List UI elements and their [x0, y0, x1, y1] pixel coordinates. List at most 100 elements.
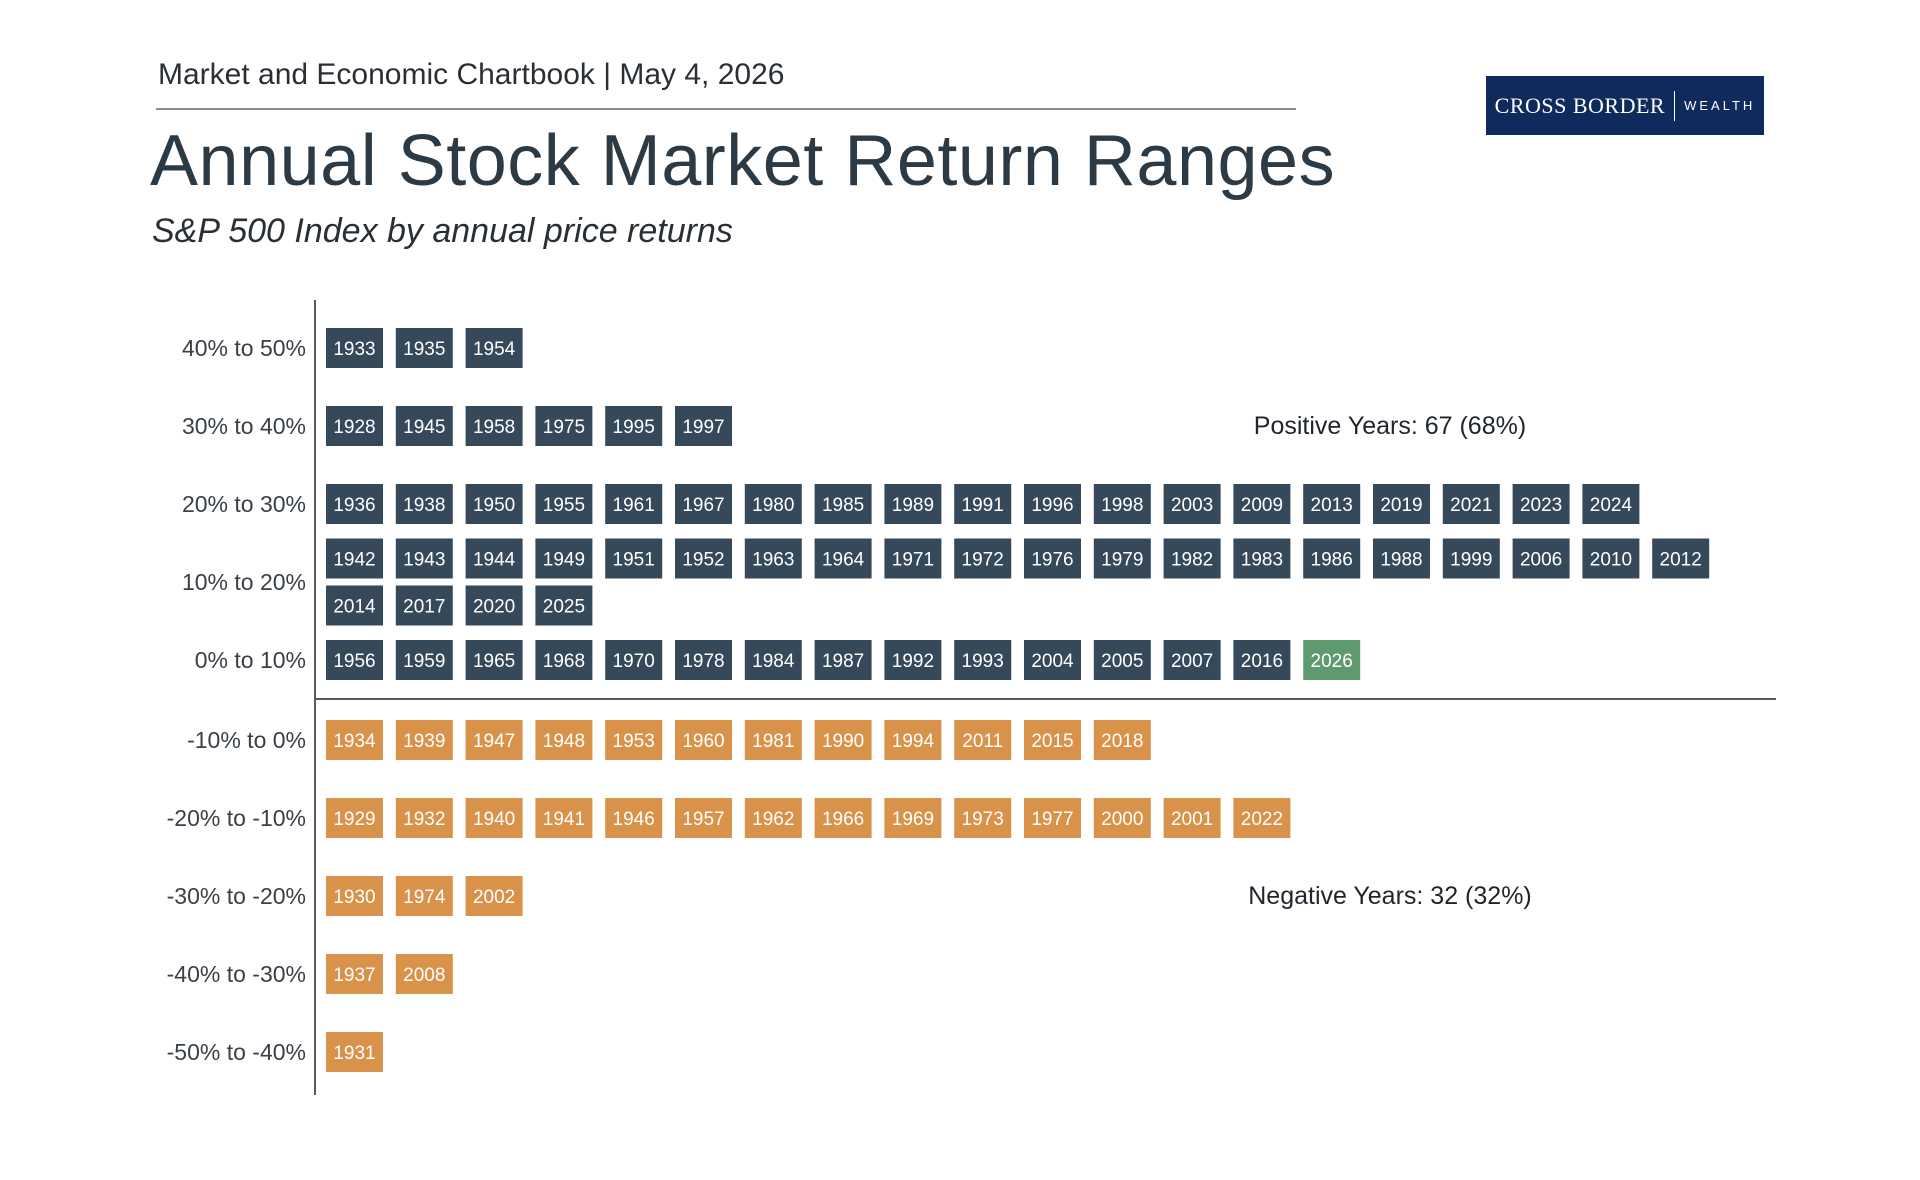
- year-label: 1938: [403, 495, 445, 516]
- year-tile: 1953: [605, 720, 663, 760]
- year-label: 1932: [403, 809, 445, 830]
- year-label: 1963: [752, 550, 794, 571]
- year-tile: 1996: [1024, 484, 1081, 524]
- header-divider: [156, 108, 1296, 110]
- year-tile-box: [326, 876, 383, 916]
- year-label: 1973: [962, 809, 1004, 830]
- year-label: 1978: [682, 651, 724, 672]
- year-label: 1979: [1101, 550, 1143, 571]
- year-label: 1951: [613, 550, 655, 571]
- year-tile: 1974: [395, 876, 453, 916]
- year-tile-box: [465, 585, 523, 626]
- year-tile-box: [395, 538, 453, 579]
- year-label: 1965: [473, 651, 515, 672]
- range-label: 10% to 20%: [182, 569, 306, 595]
- year-tile-box: [1093, 798, 1151, 838]
- year-tile-box: [605, 538, 663, 579]
- year-label: 1969: [892, 809, 934, 830]
- year-tile-box: [605, 720, 663, 760]
- year-tile: 2003: [1163, 484, 1221, 524]
- year-label: 2020: [473, 597, 515, 618]
- year-label: 1931: [333, 1043, 375, 1064]
- year-tile: 2004: [1024, 640, 1081, 680]
- year-label: 2009: [1241, 495, 1283, 516]
- year-label: 1994: [892, 731, 935, 752]
- year-label: 1946: [613, 809, 655, 830]
- year-tile: 1972: [954, 538, 1012, 579]
- year-tile: 1948: [535, 720, 593, 760]
- year-tile: 2012: [1652, 538, 1710, 579]
- year-label: 1941: [543, 809, 585, 830]
- year-label: 1944: [473, 550, 516, 571]
- year-tile: 2015: [1024, 720, 1081, 760]
- chartbook-header: Market and Economic Chartbook | May 4, 2…: [158, 58, 785, 91]
- year-label: 1966: [822, 809, 864, 830]
- year-tile-box: [1163, 640, 1221, 680]
- year-tile: 1991: [954, 484, 1012, 524]
- year-tile-box: [1163, 484, 1221, 524]
- year-tile: 1954: [465, 328, 523, 368]
- year-tile-box: [535, 720, 593, 760]
- year-tile: 2023: [1512, 484, 1570, 524]
- year-tile-box: [605, 640, 663, 680]
- year-label: 2016: [1241, 651, 1283, 672]
- year-tile: 1978: [675, 640, 732, 680]
- year-tile: 1949: [535, 538, 593, 579]
- year-tile: 1934: [326, 720, 383, 760]
- page-subtitle: S&P 500 Index by annual price returns: [152, 212, 733, 250]
- year-tile-box: [395, 640, 453, 680]
- year-tile: 2011: [954, 720, 1012, 760]
- year-tile: 2000: [1093, 798, 1151, 838]
- year-tile-box: [395, 720, 453, 760]
- year-tile-box: [326, 406, 383, 446]
- year-tile: 2008: [395, 954, 453, 994]
- year-label: 1945: [403, 417, 445, 438]
- year-tile-box: [814, 798, 872, 838]
- year-tile-box: [884, 484, 942, 524]
- year-label: 1952: [682, 550, 724, 571]
- year-label: 1947: [473, 731, 515, 752]
- range-label: -20% to -10%: [167, 805, 306, 831]
- year-tile-box: [1233, 484, 1291, 524]
- year-tile-box: [1442, 538, 1500, 579]
- year-tile-box: [1233, 640, 1291, 680]
- year-label: 2026: [1311, 651, 1353, 672]
- year-tile-box: [744, 640, 802, 680]
- year-tile-box: [675, 640, 732, 680]
- year-tile-box: [465, 406, 523, 446]
- year-tile: 1947: [465, 720, 523, 760]
- year-label: 2024: [1590, 495, 1633, 516]
- year-label: 1997: [682, 417, 724, 438]
- year-tile-box: [326, 640, 383, 680]
- year-tile-box: [1163, 798, 1221, 838]
- year-tile-box: [326, 484, 383, 524]
- year-tile-box: [326, 954, 383, 994]
- year-tile-box: [814, 484, 872, 524]
- year-label: 2022: [1241, 809, 1283, 830]
- year-tile-box: [1233, 538, 1291, 579]
- year-label: 2008: [403, 965, 445, 986]
- year-tile: 1984: [744, 640, 802, 680]
- year-tile: 1960: [675, 720, 732, 760]
- year-tile-box: [535, 640, 593, 680]
- year-tile-box: [884, 640, 942, 680]
- year-tile-box: [744, 538, 802, 579]
- year-tile-box: [954, 538, 1012, 579]
- year-label: 1982: [1171, 550, 1213, 571]
- year-label: 1949: [543, 550, 585, 571]
- year-tile-box: [744, 484, 802, 524]
- year-tile-box: [1024, 538, 1081, 579]
- year-tile: 1940: [465, 798, 523, 838]
- year-tile: 1985: [814, 484, 872, 524]
- year-tile-box: [535, 585, 593, 626]
- year-label: 2015: [1031, 731, 1073, 752]
- year-label: 2000: [1101, 809, 1143, 830]
- year-label: 1964: [822, 550, 865, 571]
- year-label: 1986: [1311, 550, 1353, 571]
- year-tile: 1952: [675, 538, 732, 579]
- year-tile: 1935: [395, 328, 453, 368]
- year-label: 2010: [1590, 550, 1632, 571]
- year-tile: 1944: [465, 538, 523, 579]
- year-tile: 1980: [744, 484, 802, 524]
- year-label: 1977: [1031, 809, 1073, 830]
